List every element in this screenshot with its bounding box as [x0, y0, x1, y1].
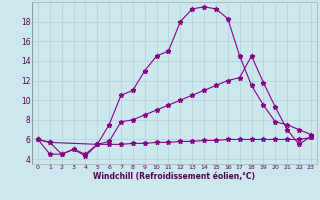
X-axis label: Windchill (Refroidissement éolien,°C): Windchill (Refroidissement éolien,°C)	[93, 172, 255, 181]
